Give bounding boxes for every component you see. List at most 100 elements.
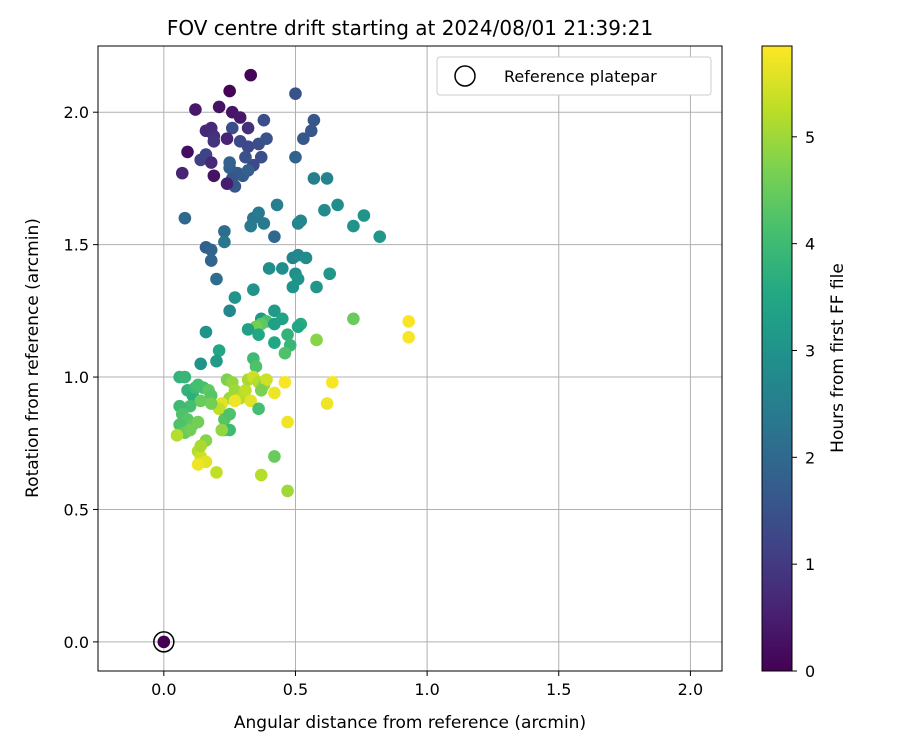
data-point xyxy=(254,383,268,397)
data-point xyxy=(228,394,242,408)
data-point xyxy=(210,354,223,368)
data-point xyxy=(289,150,302,164)
x-tick-label: 0.5 xyxy=(283,680,308,699)
colorbar-tick-label: 1 xyxy=(805,555,815,574)
data-point xyxy=(220,132,234,145)
y-tick-label: 1.5 xyxy=(64,236,89,255)
colorbar-tick-label: 2 xyxy=(805,448,815,467)
data-point xyxy=(191,458,205,471)
data-point xyxy=(204,397,218,410)
data-point xyxy=(289,87,302,100)
data-point xyxy=(183,399,197,413)
colorbar-tick-label: 4 xyxy=(805,235,815,254)
data-point xyxy=(223,407,236,421)
colorbar-label: Hours from first FF file xyxy=(828,263,848,453)
colorbar-gradient xyxy=(761,45,793,672)
data-point xyxy=(270,198,284,212)
data-point xyxy=(175,166,189,180)
plot-frame xyxy=(97,45,723,672)
data-point xyxy=(320,172,334,185)
y-axis-ticks: 0.0 0.5 1.0 1.5 2.0 xyxy=(64,103,98,652)
data-point xyxy=(247,283,260,296)
reference-marker-group xyxy=(153,631,175,653)
data-point xyxy=(326,376,339,389)
data-point xyxy=(323,267,336,281)
data-point xyxy=(178,370,192,384)
legend: Reference platepar xyxy=(436,56,712,96)
data-point xyxy=(347,312,360,326)
data-point xyxy=(278,376,292,389)
legend-marker xyxy=(454,65,476,87)
data-point xyxy=(210,272,223,286)
data-point xyxy=(194,357,207,371)
data-point xyxy=(218,235,231,249)
data-point xyxy=(281,484,294,498)
data-point xyxy=(207,169,221,183)
colorbar-tick-label: 0 xyxy=(805,662,815,681)
y-tick-label: 2.0 xyxy=(64,103,89,122)
data-point xyxy=(402,315,415,328)
data-point xyxy=(244,68,258,82)
data-point xyxy=(268,386,281,400)
data-point xyxy=(233,111,247,124)
data-point xyxy=(299,251,313,265)
data-point xyxy=(286,280,300,294)
data-point xyxy=(260,132,273,145)
data-point xyxy=(244,219,258,233)
data-point xyxy=(318,203,331,217)
colorbar-tick-label: 5 xyxy=(805,128,815,147)
data-point xyxy=(183,423,197,437)
data-point xyxy=(320,397,334,410)
data-point xyxy=(239,150,252,164)
data-points xyxy=(170,68,415,498)
data-point xyxy=(215,423,229,437)
data-point xyxy=(223,84,236,98)
data-point xyxy=(307,113,321,127)
data-point xyxy=(373,230,387,243)
data-point xyxy=(252,206,265,220)
data-point xyxy=(220,177,234,191)
data-point xyxy=(331,198,344,212)
data-point xyxy=(194,439,207,453)
data-point xyxy=(294,214,308,228)
data-point xyxy=(223,304,236,318)
data-point xyxy=(297,132,310,145)
data-point xyxy=(252,402,265,416)
data-point xyxy=(357,209,371,222)
legend-entry: Reference platepar xyxy=(504,67,657,86)
data-point xyxy=(194,394,207,408)
data-point xyxy=(252,328,265,341)
data-point xyxy=(241,140,255,153)
data-point xyxy=(281,328,294,341)
data-point xyxy=(244,394,258,408)
y-tick-label: 1.0 xyxy=(64,368,89,387)
data-point xyxy=(281,415,294,429)
data-point xyxy=(241,121,255,135)
reference-point xyxy=(157,635,171,649)
data-point xyxy=(204,254,218,267)
data-point xyxy=(268,230,281,243)
colorbar-tick-label: 3 xyxy=(805,341,815,360)
data-point xyxy=(228,291,242,304)
data-point xyxy=(402,331,415,344)
data-point xyxy=(268,450,281,463)
data-point xyxy=(310,333,323,347)
data-point xyxy=(189,103,202,116)
data-point xyxy=(276,262,289,275)
data-point xyxy=(170,429,184,442)
data-point xyxy=(278,346,292,360)
y-tick-label: 0.5 xyxy=(64,500,89,519)
grid-lines xyxy=(98,46,722,671)
x-axis-ticks: 0.0 0.5 1.0 1.5 2.0 xyxy=(151,671,703,699)
x-tick-label: 1.5 xyxy=(546,680,571,699)
data-point xyxy=(257,217,271,230)
data-point xyxy=(307,172,321,185)
data-point xyxy=(178,211,192,225)
colorbar-ticks: 0 1 2 3 4 5 xyxy=(792,128,815,681)
chart-title: FOV centre drift starting at 2024/08/01 … xyxy=(167,16,653,40)
data-point xyxy=(347,219,360,233)
data-point xyxy=(254,150,268,164)
data-point xyxy=(212,100,226,114)
reference-ring xyxy=(153,631,175,653)
